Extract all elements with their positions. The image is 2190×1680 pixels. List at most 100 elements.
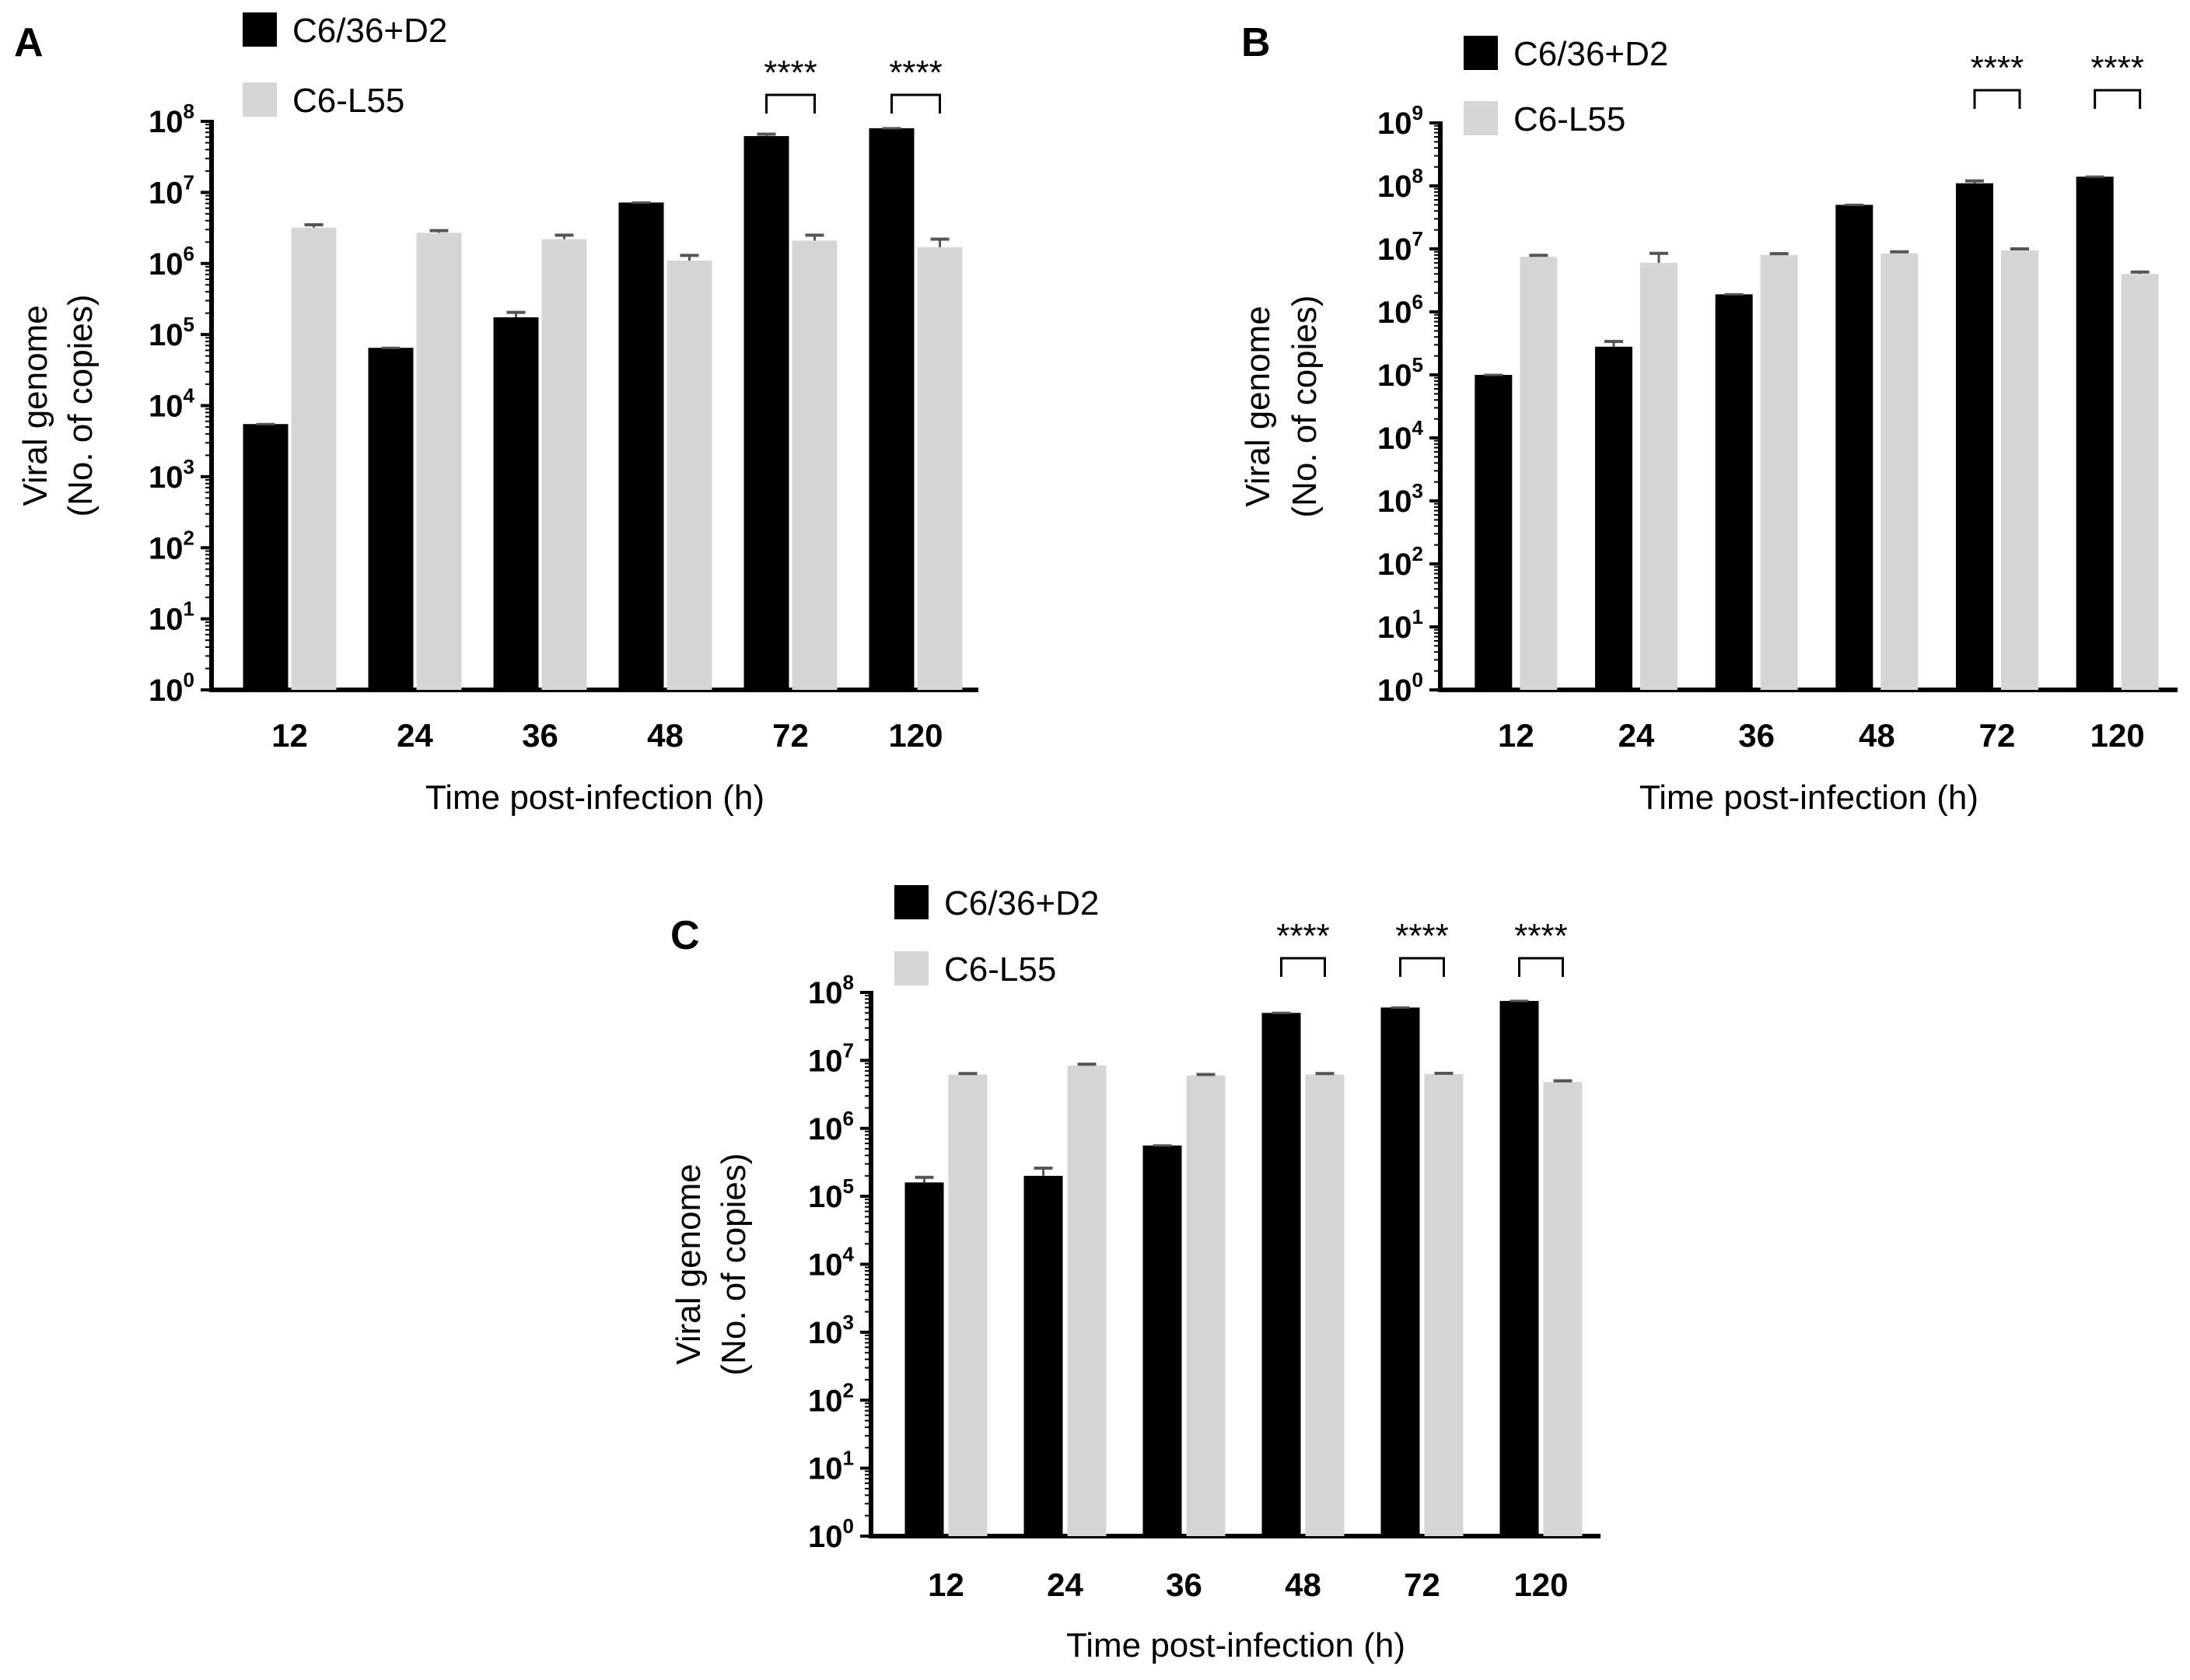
y-tick-exponent: 1 bbox=[1412, 605, 1423, 628]
bar-d2-48 bbox=[1261, 1013, 1301, 1536]
y-tick-exponent: 2 bbox=[184, 526, 194, 549]
chart-panel-A: A C6/36+D2C6-L551001011021031041051061071… bbox=[14, 12, 978, 817]
y-tick-exponent: 3 bbox=[843, 1311, 854, 1334]
y-tick-base: 10 bbox=[149, 105, 184, 139]
bar-l55-24 bbox=[416, 233, 462, 691]
panel-label: B bbox=[1241, 20, 1271, 65]
bar-l55-12 bbox=[948, 1074, 988, 1536]
y-tick-label: 106 bbox=[149, 242, 194, 282]
y-tick-exponent: 1 bbox=[843, 1447, 854, 1470]
x-tick-label: 12 bbox=[928, 1566, 964, 1603]
x-tick-label: 24 bbox=[397, 717, 433, 754]
y-axis-label: Viral genome bbox=[670, 1164, 708, 1364]
legend-swatch-2 bbox=[894, 951, 929, 985]
y-axis-label: (No. of copies) bbox=[715, 1153, 753, 1375]
x-tick-label: 48 bbox=[1859, 717, 1895, 754]
bar-l55-24 bbox=[1640, 262, 1677, 691]
y-tick-exponent: 5 bbox=[1412, 353, 1423, 376]
bar-l55-48 bbox=[666, 260, 712, 690]
y-tick-label: 103 bbox=[149, 455, 194, 495]
y-tick-exponent: 7 bbox=[184, 170, 194, 194]
y-tick-base: 10 bbox=[149, 176, 184, 210]
y-tick-label: 102 bbox=[149, 526, 194, 565]
significance-bracket bbox=[765, 93, 816, 114]
y-axis-label: Viral genome bbox=[16, 305, 54, 506]
x-tick-label: 120 bbox=[2090, 717, 2145, 754]
x-tick-label: 72 bbox=[1404, 1566, 1440, 1603]
y-tick-label: 105 bbox=[808, 1174, 854, 1214]
x-tick-label: 48 bbox=[647, 717, 684, 754]
y-tick-base: 10 bbox=[1377, 674, 1412, 708]
chart-panel-C: CC6/36+D2C6-L551001011021031041051061071… bbox=[670, 884, 1601, 1664]
y-tick-exponent: 6 bbox=[184, 242, 194, 265]
y-tick-exponent: 3 bbox=[1412, 479, 1423, 502]
bar-d2-36 bbox=[1142, 1145, 1182, 1536]
x-axis-label: Time post-infection (h) bbox=[425, 779, 764, 817]
y-tick-base: 10 bbox=[808, 1384, 843, 1418]
y-tick-exponent: 4 bbox=[184, 384, 195, 408]
bar-d2-48 bbox=[1835, 205, 1873, 690]
x-tick-label: 24 bbox=[1618, 717, 1655, 754]
y-tick-label: 101 bbox=[1377, 605, 1423, 645]
x-tick-label: 12 bbox=[1498, 717, 1534, 754]
y-tick-exponent: 6 bbox=[1412, 290, 1423, 313]
y-tick-exponent: 7 bbox=[1412, 227, 1423, 250]
bar-l55-36 bbox=[541, 239, 587, 690]
bar-l55-72 bbox=[792, 240, 838, 690]
bar-l55-48 bbox=[1305, 1074, 1345, 1536]
significance-bracket bbox=[890, 93, 941, 114]
y-tick-label: 103 bbox=[1377, 479, 1423, 519]
y-tick-label: 104 bbox=[808, 1243, 855, 1283]
bar-l55-120 bbox=[2121, 274, 2159, 690]
y-tick-base: 10 bbox=[149, 603, 184, 637]
significance-bracket bbox=[1399, 957, 1445, 977]
x-tick-label: 48 bbox=[1285, 1566, 1321, 1603]
y-tick-base: 10 bbox=[808, 1452, 843, 1486]
y-tick-exponent: 2 bbox=[843, 1378, 854, 1402]
y-tick-label: 101 bbox=[808, 1447, 854, 1486]
y-tick-base: 10 bbox=[1377, 422, 1412, 456]
panel-label: A bbox=[14, 20, 44, 65]
bar-l55-72 bbox=[2001, 250, 2038, 690]
y-tick-exponent: 8 bbox=[184, 100, 194, 123]
y-tick-base: 10 bbox=[808, 1044, 843, 1078]
y-tick-label: 108 bbox=[1377, 164, 1423, 204]
bar-l55-48 bbox=[1880, 253, 1919, 691]
legend-swatch-1 bbox=[894, 885, 929, 919]
y-tick-exponent: 1 bbox=[184, 597, 194, 621]
x-tick-label: 120 bbox=[888, 717, 943, 754]
y-tick-label: 108 bbox=[149, 100, 194, 139]
y-tick-label: 108 bbox=[808, 971, 854, 1010]
y-tick-exponent: 2 bbox=[1412, 542, 1423, 565]
x-tick-label: 72 bbox=[1979, 717, 2016, 754]
y-tick-label: 106 bbox=[808, 1107, 854, 1146]
legend-label: C6-L55 bbox=[944, 950, 1056, 989]
y-tick-label: 101 bbox=[149, 597, 194, 637]
y-tick-base: 10 bbox=[149, 460, 184, 495]
y-tick-label: 107 bbox=[1377, 227, 1423, 267]
bar-l55-12 bbox=[291, 227, 337, 690]
x-axis-label: Time post-infection (h) bbox=[1066, 1626, 1405, 1664]
y-tick-label: 100 bbox=[1377, 668, 1423, 708]
y-tick-base: 10 bbox=[1377, 485, 1412, 519]
bar-l55-120 bbox=[1543, 1082, 1583, 1536]
y-tick-label: 105 bbox=[1377, 353, 1423, 393]
y-tick-base: 10 bbox=[808, 1520, 843, 1554]
bar-d2-12 bbox=[243, 424, 289, 690]
legend-label: C6/36+D2 bbox=[1513, 35, 1668, 73]
y-tick-base: 10 bbox=[808, 1248, 843, 1283]
y-tick-label: 104 bbox=[1377, 416, 1424, 456]
y-tick-exponent: 0 bbox=[1412, 668, 1423, 691]
y-tick-base: 10 bbox=[1377, 359, 1412, 393]
y-tick-base: 10 bbox=[1377, 233, 1412, 267]
significance-bracket bbox=[1518, 957, 1564, 977]
significance-label: **** bbox=[2090, 49, 2144, 87]
x-tick-label: 12 bbox=[271, 717, 308, 754]
y-tick-label: 102 bbox=[1377, 542, 1423, 582]
y-tick-base: 10 bbox=[1377, 611, 1412, 645]
bar-d2-24 bbox=[1023, 1175, 1063, 1536]
significance-label: **** bbox=[1276, 917, 1330, 955]
significance-label: **** bbox=[889, 54, 943, 92]
y-tick-label: 100 bbox=[149, 668, 194, 708]
y-tick-base: 10 bbox=[808, 1180, 843, 1214]
